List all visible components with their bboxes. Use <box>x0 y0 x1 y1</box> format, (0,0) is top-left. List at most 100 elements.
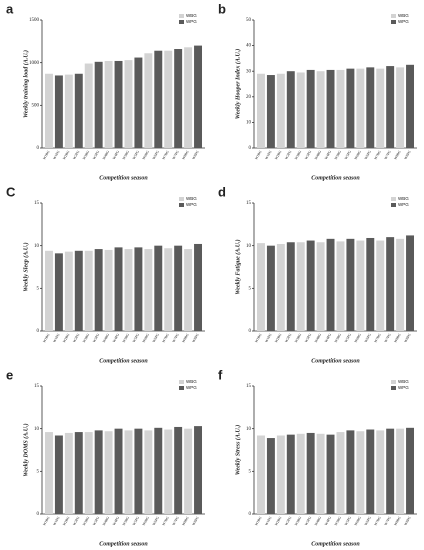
bar <box>316 71 325 148</box>
legend-label: WPG <box>398 202 409 207</box>
x-tick-label: W3BG <box>82 332 91 343</box>
y-tick-label: 10 <box>246 121 252 126</box>
x-tick-label: W4PG <box>112 515 120 526</box>
bar <box>266 75 275 148</box>
bar <box>44 250 53 331</box>
x-tick-label: W1PG <box>52 515 60 526</box>
x-tick-label: W6PG <box>364 149 372 160</box>
x-tick-label: W8PG <box>191 332 199 343</box>
legend-swatch <box>391 20 396 24</box>
x-tick-label: W1BG <box>254 515 263 526</box>
x-tick-label: W7PG <box>383 332 391 343</box>
legend-swatch <box>179 386 184 390</box>
bar <box>134 247 143 331</box>
y-tick-label: 0 <box>37 146 40 151</box>
x-tick-label: W6BG <box>353 515 362 526</box>
x-tick-label: W2BG <box>62 515 71 526</box>
bar <box>124 249 133 331</box>
x-tick-label: W2PG <box>284 149 292 160</box>
bar <box>286 71 295 148</box>
y-axis-label: Weekly Hooper Index (A.U.) <box>234 49 241 119</box>
y-tick-label: 5 <box>37 286 40 291</box>
x-tick-label: W2BG <box>62 149 71 160</box>
legend-swatch <box>179 14 184 18</box>
bar <box>154 427 163 514</box>
bar <box>366 429 375 514</box>
y-tick-label: 5 <box>37 469 40 474</box>
y-tick-label: 0 <box>249 329 252 334</box>
x-tick-label: W6BG <box>141 149 150 160</box>
x-axis-label: Competition season <box>311 358 360 364</box>
y-axis-label: Weekly Sleep (A.U.) <box>22 242 29 291</box>
x-tick-label: W1BG <box>42 149 51 160</box>
bar <box>406 427 415 514</box>
panel-letter: a <box>6 1 14 16</box>
bar <box>406 64 415 148</box>
bar <box>64 74 73 148</box>
bar <box>306 69 315 148</box>
x-tick-label: W5BG <box>122 332 131 343</box>
x-tick-label: W5PG <box>344 149 352 160</box>
bar <box>44 432 53 514</box>
bar <box>84 250 93 331</box>
bar <box>286 242 295 331</box>
y-tick-label: 15 <box>34 201 40 206</box>
bar <box>276 435 285 514</box>
y-tick-label: 0 <box>37 512 40 517</box>
bar <box>366 67 375 148</box>
bar <box>336 432 345 514</box>
x-tick-label: W5BG <box>334 515 343 526</box>
bar <box>406 235 415 331</box>
x-tick-label: W7BG <box>161 149 170 160</box>
bar <box>396 67 405 148</box>
bar <box>376 68 385 148</box>
bar <box>114 60 123 148</box>
x-tick-label: W4BG <box>314 332 323 343</box>
x-tick-label: W8BG <box>393 149 402 160</box>
x-tick-label: W3BG <box>82 515 91 526</box>
bar <box>144 249 153 331</box>
bar <box>174 426 183 514</box>
x-tick-label: W6PG <box>152 332 160 343</box>
bar <box>386 237 395 331</box>
y-tick-label: 15 <box>34 384 40 389</box>
x-tick-label: W2BG <box>274 515 283 526</box>
bar <box>54 435 63 514</box>
y-tick-label: 30 <box>246 69 252 74</box>
bar <box>356 240 365 331</box>
bar <box>94 430 103 514</box>
legend-label: WPG <box>186 19 197 24</box>
bar <box>356 431 365 514</box>
bar <box>184 428 193 514</box>
bar <box>386 66 395 148</box>
x-tick-label: W6BG <box>141 515 150 526</box>
bar <box>154 50 163 148</box>
x-tick-label: W7BG <box>373 515 382 526</box>
y-axis-label: Weekly training load (A.U.) <box>22 50 29 118</box>
x-tick-label: W6PG <box>152 149 160 160</box>
panel-letter: C <box>6 184 16 199</box>
x-tick-label: W3PG <box>304 332 312 343</box>
y-tick-label: 1500 <box>29 18 40 23</box>
bar <box>184 249 193 331</box>
bar <box>346 238 355 331</box>
x-tick-label: W1PG <box>264 332 272 343</box>
x-tick-label: W2PG <box>72 332 80 343</box>
x-tick-label: W2PG <box>284 515 292 526</box>
bar <box>194 45 203 148</box>
x-tick-label: W2BG <box>274 149 283 160</box>
x-tick-label: W3BG <box>82 149 91 160</box>
y-tick-label: 5 <box>249 286 252 291</box>
bar <box>256 73 265 148</box>
x-tick-label: W4BG <box>102 149 111 160</box>
bar <box>336 69 345 148</box>
x-tick-label: W8PG <box>403 332 411 343</box>
x-tick-label: W4BG <box>102 515 111 526</box>
legend-swatch <box>179 203 184 207</box>
y-tick-label: 10 <box>34 427 40 432</box>
x-tick-label: W8BG <box>393 515 402 526</box>
x-tick-label: W6BG <box>353 332 362 343</box>
legend-swatch <box>391 386 396 390</box>
panel-letter: d <box>218 184 226 199</box>
bar <box>114 247 123 331</box>
